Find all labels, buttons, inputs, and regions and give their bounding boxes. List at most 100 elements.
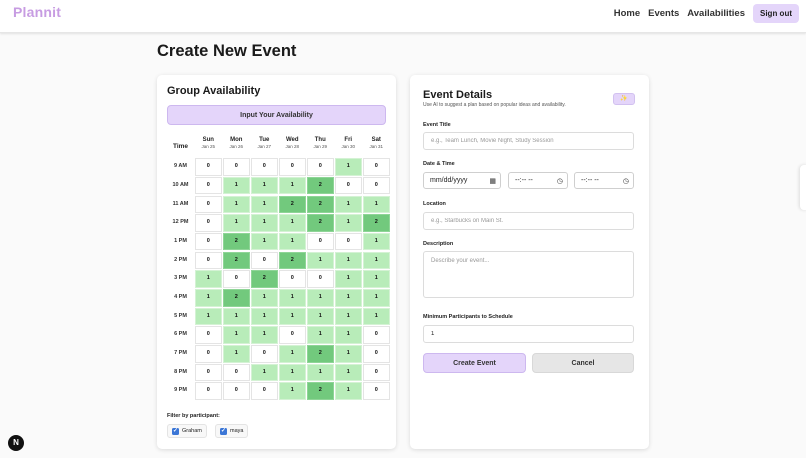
availability-cell[interactable]: 1	[334, 270, 362, 288]
clock-icon[interactable]: ◷	[622, 177, 629, 185]
availability-cell[interactable]: 1	[306, 289, 334, 307]
availability-cell[interactable]: 0	[362, 382, 390, 400]
availability-cell[interactable]: 1	[250, 195, 278, 214]
availability-cell[interactable]: 0	[194, 232, 222, 251]
ai-suggest-button[interactable]: ✨	[613, 93, 635, 105]
availability-cell[interactable]: 0	[194, 176, 222, 195]
availability-cell[interactable]: 1	[334, 251, 362, 270]
nav-events-link[interactable]: Events	[648, 7, 680, 19]
availability-cell[interactable]: 1	[278, 214, 306, 232]
sign-out-button[interactable]: Sign out	[753, 3, 799, 23]
clock-icon[interactable]: ◷	[556, 177, 563, 185]
availability-cell[interactable]: 2	[306, 195, 334, 214]
availability-cell[interactable]: 1	[334, 363, 362, 382]
end-time-input[interactable]: --:-- -- ◷	[574, 172, 634, 189]
availability-cell[interactable]: 2	[306, 214, 334, 232]
availability-cell[interactable]: 0	[362, 326, 390, 344]
event-title-input[interactable]	[423, 132, 634, 150]
app-logo[interactable]: Plannit	[13, 4, 62, 20]
availability-cell[interactable]: 2	[250, 270, 278, 288]
availability-cell[interactable]: 0	[194, 363, 222, 382]
calendar-icon[interactable]: ▦	[489, 177, 496, 185]
availability-cell[interactable]: 1	[222, 195, 250, 214]
availability-cell[interactable]: 0	[222, 158, 250, 176]
availability-cell[interactable]: 1	[278, 345, 306, 363]
availability-cell[interactable]: 1	[306, 363, 334, 382]
availability-cell[interactable]: 2	[278, 195, 306, 214]
create-event-button[interactable]: Create Event	[423, 353, 526, 373]
availability-cell[interactable]: 0	[222, 382, 250, 400]
availability-cell[interactable]: 1	[250, 307, 278, 326]
description-textarea[interactable]	[423, 251, 634, 298]
availability-cell[interactable]: 0	[362, 158, 390, 176]
availability-cell[interactable]: 2	[222, 232, 250, 251]
availability-cell[interactable]: 1	[250, 363, 278, 382]
availability-cell[interactable]: 0	[194, 382, 222, 400]
availability-cell[interactable]: 0	[306, 270, 334, 288]
availability-cell[interactable]: 1	[222, 345, 250, 363]
availability-cell[interactable]: 0	[306, 158, 334, 176]
availability-cell[interactable]: 0	[250, 382, 278, 400]
availability-cell[interactable]: 0	[222, 363, 250, 382]
availability-cell[interactable]: 0	[194, 214, 222, 232]
availability-cell[interactable]: 0	[250, 345, 278, 363]
nav-home-link[interactable]: Home	[613, 7, 641, 19]
availability-cell[interactable]: 0	[306, 232, 334, 251]
availability-cell[interactable]: 0	[334, 176, 362, 195]
input-availability-button[interactable]: Input Your Availability	[167, 105, 386, 125]
availability-cell[interactable]: 1	[334, 289, 362, 307]
availability-cell[interactable]: 1	[222, 176, 250, 195]
availability-cell[interactable]: 0	[250, 251, 278, 270]
availability-cell[interactable]: 1	[334, 195, 362, 214]
availability-cell[interactable]: 0	[194, 195, 222, 214]
participant-filter-maya[interactable]: ✓ maya	[215, 424, 249, 438]
availability-cell[interactable]: 1	[278, 289, 306, 307]
availability-cell[interactable]: 1	[278, 363, 306, 382]
availability-cell[interactable]: 2	[306, 176, 334, 195]
availability-cell[interactable]: 0	[250, 158, 278, 176]
availability-cell[interactable]: 1	[250, 289, 278, 307]
location-input[interactable]	[423, 212, 634, 230]
availability-cell[interactable]: 1	[250, 326, 278, 344]
availability-cell[interactable]: 0	[362, 363, 390, 382]
availability-cell[interactable]: 1	[306, 307, 334, 326]
availability-cell[interactable]: 2	[362, 214, 390, 232]
cancel-button[interactable]: Cancel	[532, 353, 634, 373]
availability-cell[interactable]: 1	[362, 195, 390, 214]
start-time-input[interactable]: --:-- -- ◷	[508, 172, 568, 189]
availability-cell[interactable]: 1	[278, 307, 306, 326]
availability-cell[interactable]: 0	[194, 326, 222, 344]
availability-cell[interactable]: 1	[362, 232, 390, 251]
availability-cell[interactable]: 1	[194, 270, 222, 288]
availability-cell[interactable]: 0	[278, 158, 306, 176]
availability-cell[interactable]: 1	[222, 307, 250, 326]
availability-cell[interactable]: 1	[250, 176, 278, 195]
availability-cell[interactable]: 0	[222, 270, 250, 288]
availability-cell[interactable]: 1	[334, 326, 362, 344]
availability-cell[interactable]: 2	[222, 251, 250, 270]
availability-cell[interactable]: 0	[362, 176, 390, 195]
availability-cell[interactable]: 1	[250, 214, 278, 232]
checkbox-checked-icon[interactable]: ✓	[220, 427, 227, 435]
availability-cell[interactable]: 1	[194, 289, 222, 307]
availability-cell[interactable]: 1	[194, 307, 222, 326]
availability-cell[interactable]: 1	[334, 345, 362, 363]
availability-cell[interactable]: 0	[278, 270, 306, 288]
side-panel-handle[interactable]	[800, 165, 806, 210]
availability-cell[interactable]: 0	[194, 251, 222, 270]
availability-cell[interactable]: 1	[222, 326, 250, 344]
availability-cell[interactable]: 1	[334, 158, 362, 176]
availability-cell[interactable]: 1	[306, 251, 334, 270]
availability-cell[interactable]: 1	[362, 307, 390, 326]
availability-cell[interactable]: 0	[194, 345, 222, 363]
availability-cell[interactable]: 2	[222, 289, 250, 307]
participant-filter-graham[interactable]: ✓ Graham	[167, 424, 207, 438]
availability-cell[interactable]: 0	[278, 326, 306, 344]
availability-cell[interactable]: 1	[334, 214, 362, 232]
min-participants-input[interactable]	[423, 325, 634, 343]
availability-cell[interactable]: 0	[334, 232, 362, 251]
availability-cell[interactable]: 1	[250, 232, 278, 251]
checkbox-checked-icon[interactable]: ✓	[172, 427, 179, 435]
availability-cell[interactable]: 2	[306, 345, 334, 363]
availability-cell[interactable]: 0	[194, 158, 222, 176]
